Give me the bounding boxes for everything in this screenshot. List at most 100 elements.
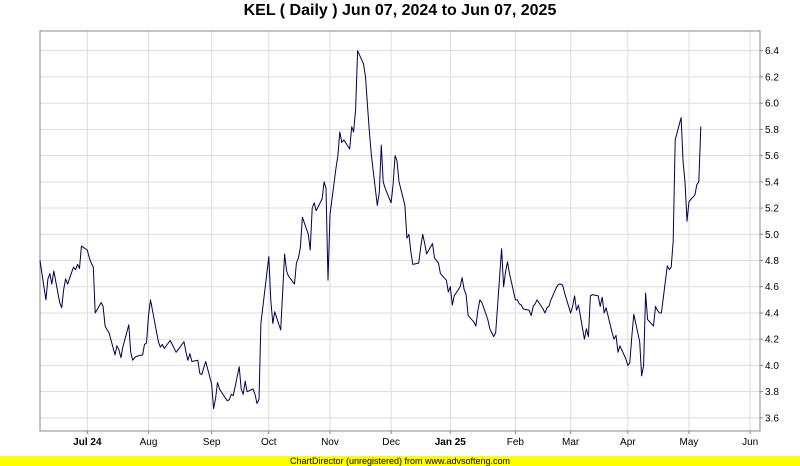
data-point xyxy=(313,202,315,204)
data-point xyxy=(390,202,392,204)
data-point xyxy=(500,248,502,250)
data-point xyxy=(502,286,504,288)
data-point xyxy=(311,207,313,209)
data-point xyxy=(682,161,684,163)
data-point xyxy=(556,286,558,288)
data-point xyxy=(301,216,303,218)
y-axis-ticks: 3.6 3.8 4.0 4.2 4.4 4.6 4.8 5.0 5.2 5.4 5.6 5.8 6.0 6… xyxy=(760,46,779,424)
data-point xyxy=(76,263,78,265)
data-point xyxy=(118,348,120,350)
data-point xyxy=(550,299,552,301)
data-point xyxy=(45,299,47,301)
data-point xyxy=(130,351,132,353)
data-point xyxy=(295,262,297,264)
stock-line-chart: 3.6 3.8 4.0 4.2 4.4 4.6 4.8 5.0 5.2 5.4 5.6 5.8 6.0 6… xyxy=(39,30,779,448)
y-tick-label: 3.6 xyxy=(765,413,779,424)
data-point xyxy=(66,283,68,285)
data-point xyxy=(214,397,216,399)
data-point xyxy=(487,318,489,320)
data-point xyxy=(585,328,587,330)
data-point xyxy=(410,250,412,252)
data-point xyxy=(615,334,617,336)
data-point xyxy=(352,131,354,133)
data-point xyxy=(62,288,64,290)
data-point xyxy=(694,194,696,196)
x-tick-label: Apr xyxy=(620,437,636,448)
data-point xyxy=(536,299,538,301)
data-point xyxy=(656,309,658,311)
data-point xyxy=(506,261,508,263)
data-point xyxy=(51,283,53,285)
data-point xyxy=(60,307,62,309)
data-point xyxy=(508,272,510,274)
data-point xyxy=(370,154,372,156)
data-point xyxy=(631,335,633,337)
data-point xyxy=(224,397,226,399)
data-point xyxy=(583,338,585,340)
data-point xyxy=(418,262,420,264)
data-point xyxy=(465,293,467,295)
data-point xyxy=(240,388,242,390)
y-tick-label: 6.0 xyxy=(765,99,779,110)
data-point xyxy=(518,303,520,305)
data-point xyxy=(281,292,283,294)
data-point xyxy=(542,308,544,310)
data-point xyxy=(516,299,518,301)
data-point xyxy=(145,342,147,344)
y-tick-label: 4.2 xyxy=(765,335,779,346)
data-point xyxy=(382,181,384,183)
data-point xyxy=(394,154,396,156)
footer-credit: ChartDirector (unregistered) from www.ad… xyxy=(0,456,800,466)
data-point xyxy=(396,160,398,162)
data-point xyxy=(94,312,96,314)
data-point xyxy=(433,257,435,259)
data-point xyxy=(104,325,106,327)
data-point xyxy=(461,276,463,278)
data-point xyxy=(270,299,272,301)
data-point xyxy=(254,393,256,395)
data-point xyxy=(423,242,425,244)
data-point xyxy=(341,141,343,143)
x-tick-label: Jun xyxy=(742,437,758,448)
data-point xyxy=(431,242,433,244)
data-point xyxy=(185,351,187,353)
data-point xyxy=(475,325,477,327)
data-point xyxy=(378,191,380,193)
data-point xyxy=(343,139,345,141)
data-point xyxy=(297,257,299,259)
y-tick-label: 4.4 xyxy=(765,308,779,319)
data-point xyxy=(356,49,358,51)
data-point xyxy=(617,351,619,353)
y-tick-label: 4.0 xyxy=(765,361,779,372)
data-point xyxy=(210,383,212,385)
data-point xyxy=(408,233,410,235)
data-point xyxy=(425,253,427,255)
data-point xyxy=(92,266,94,268)
data-point xyxy=(143,343,145,345)
data-point xyxy=(589,295,591,297)
data-point xyxy=(78,267,80,269)
y-tick-label: 5.4 xyxy=(765,177,779,188)
data-point xyxy=(230,393,232,395)
data-point xyxy=(323,181,325,183)
data-point xyxy=(155,330,157,332)
data-point xyxy=(283,253,285,255)
chart-title: KEL ( Daily ) Jun 07, 2024 to Jun 07, 20… xyxy=(243,2,557,19)
data-point xyxy=(688,200,690,202)
data-point xyxy=(652,325,654,327)
data-point xyxy=(238,366,240,368)
data-point xyxy=(479,299,481,301)
data-point xyxy=(605,307,607,309)
data-point xyxy=(122,346,124,348)
data-point xyxy=(696,183,698,185)
data-point xyxy=(199,372,201,374)
data-point xyxy=(141,354,143,356)
data-point xyxy=(53,270,55,272)
data-point xyxy=(364,76,366,78)
data-point xyxy=(187,359,189,361)
x-tick-label: Aug xyxy=(140,437,158,448)
x-axis-ticks: Jul 24 Aug Sep Oct Nov Dec Jan 25 Feb Mar Apr May J… xyxy=(73,431,758,448)
data-point xyxy=(467,314,469,316)
data-point xyxy=(258,398,260,400)
data-point xyxy=(159,346,161,348)
